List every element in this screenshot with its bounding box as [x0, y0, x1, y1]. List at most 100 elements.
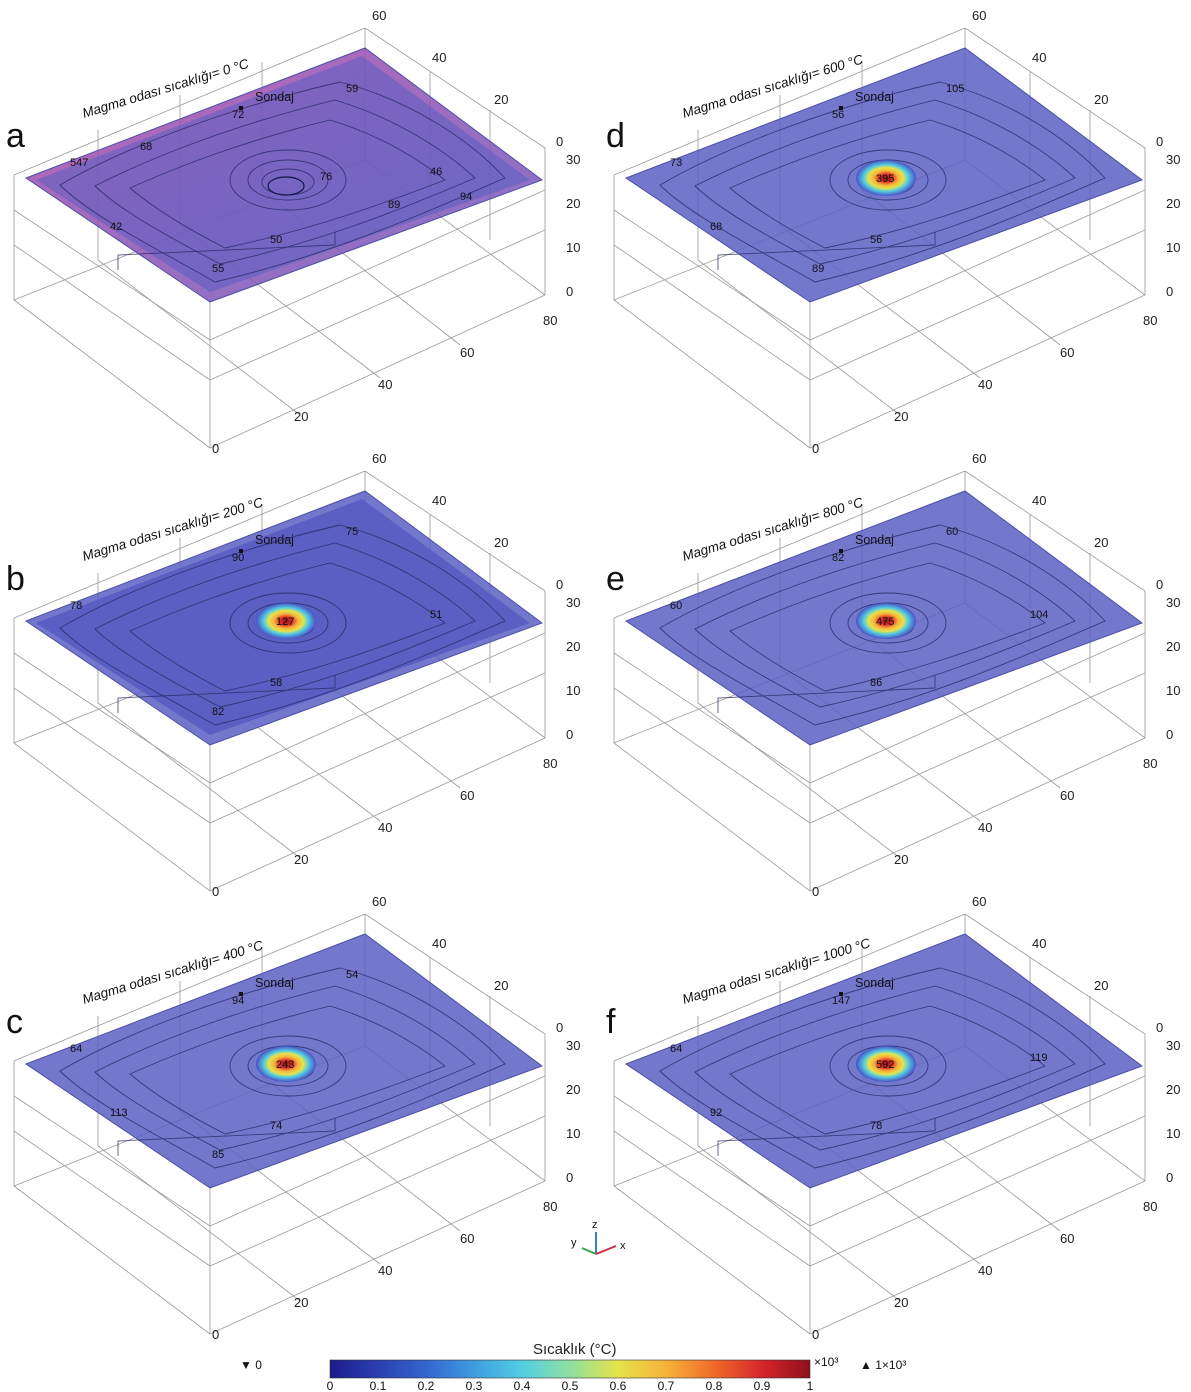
- contour-line: [659, 81, 1106, 283]
- axis-tick-right: 10: [1166, 1126, 1180, 1141]
- contour-value-label: 56: [870, 234, 882, 246]
- contour-line: [717, 1118, 936, 1156]
- contour-ring: [829, 149, 947, 211]
- axis-tick-top: 60: [972, 451, 986, 466]
- axis-tick-right: 10: [566, 683, 580, 698]
- contour-line: [59, 967, 506, 1169]
- wireframe-edge: [13, 27, 366, 176]
- panel-letter: c: [6, 1003, 23, 1041]
- wireframe-edge: [13, 244, 211, 381]
- contour-line: [117, 1118, 336, 1156]
- axis-tick-top: 20: [494, 978, 508, 993]
- wireframe-edge: [613, 687, 811, 824]
- axis-tick-bottom: 20: [294, 852, 308, 867]
- axis-tick-bottom: 20: [894, 409, 908, 424]
- axis-tick-bottom: 60: [1060, 345, 1074, 360]
- contour-value-label: 75: [346, 526, 358, 538]
- axis-tick-top: 40: [1032, 493, 1046, 508]
- contour-value-label: 55: [212, 263, 224, 275]
- probe-marker: [839, 992, 843, 996]
- contour-line: [117, 232, 336, 270]
- contour-value-label: 113: [110, 1107, 128, 1119]
- axis-tick-top: 20: [1094, 978, 1108, 993]
- contour-value-label: 86: [870, 677, 882, 689]
- wireframe-edge: [97, 702, 301, 859]
- wireframe-edge: [209, 632, 546, 784]
- wireframe-edge: [613, 27, 966, 176]
- axis-tick-right: 30: [566, 595, 580, 610]
- triad-y-label: y: [571, 1237, 577, 1249]
- panel-letter: e: [606, 560, 625, 598]
- axis-tick-right: 30: [1166, 152, 1180, 167]
- contour-line: [717, 675, 936, 713]
- panel-letter: b: [6, 560, 25, 598]
- contour-line: [694, 542, 1076, 708]
- contour-value-label: 127: [276, 616, 294, 628]
- wireframe-edge: [13, 209, 211, 341]
- contours: [59, 967, 506, 1169]
- axis-tick-right: 10: [566, 240, 580, 255]
- contours: [659, 524, 1106, 726]
- axis-tick-bottom: 40: [378, 377, 392, 392]
- wireframe-edge: [364, 470, 546, 592]
- axis-tick-bottom: 40: [378, 820, 392, 835]
- axis-tick-right: 10: [566, 1126, 580, 1141]
- wireframe-edge: [13, 470, 366, 619]
- wireframe-edge: [809, 737, 1146, 892]
- wireframe-edge: [209, 294, 546, 449]
- axis-tick-right: 20: [566, 196, 580, 211]
- contour-ring: [847, 602, 929, 644]
- wireframe-edge: [209, 1115, 546, 1267]
- axis-tick-bottom: 60: [460, 1231, 474, 1246]
- axis-tick-right: 20: [1166, 196, 1180, 211]
- axis-tick-bottom: 0: [812, 441, 819, 456]
- contour-value-label: 78: [70, 600, 82, 612]
- wireframe-edge: [809, 1115, 1146, 1267]
- wireframe-edge: [613, 209, 811, 341]
- contour-line: [117, 675, 336, 713]
- contour-line: [659, 967, 1106, 1169]
- contours: [59, 81, 506, 283]
- colorbar-max-marker: ▲ 1×10³: [860, 1358, 906, 1372]
- axis-tick-bottom: 40: [978, 377, 992, 392]
- contour-value-label: 85: [212, 1149, 224, 1161]
- wireframe-edge: [809, 294, 1146, 449]
- axis-tick-bottom: 0: [812, 884, 819, 899]
- colorbar-multiplier: ×10³: [814, 1355, 838, 1369]
- axis-tick-right: 30: [566, 1038, 580, 1053]
- contour-value-label: 56: [832, 109, 844, 121]
- contour-ring: [847, 1045, 929, 1087]
- axis-tick-bottom: 20: [894, 1295, 908, 1310]
- contour-value-label: 64: [670, 1043, 682, 1055]
- contour-line: [129, 119, 446, 249]
- contour-ring: [847, 159, 929, 201]
- wireframe-edge: [613, 1185, 811, 1335]
- axis-tick-bottom: 20: [894, 852, 908, 867]
- axis-tick-top: 40: [1032, 936, 1046, 951]
- axis-tick-top: 60: [972, 894, 986, 909]
- colorbar-tick: 0: [327, 1379, 334, 1392]
- contour-value-label: 592: [876, 1059, 894, 1071]
- contour-value-label: 89: [388, 199, 400, 211]
- axis-tick-top: 40: [1032, 50, 1046, 65]
- axis-tick-right: 20: [1166, 639, 1180, 654]
- panel-letter: f: [606, 1003, 616, 1041]
- axis-tick-right: 0: [1166, 284, 1173, 299]
- wireframe-edge: [697, 1145, 901, 1302]
- wireframe-edge: [13, 1130, 211, 1267]
- axis-tick-bottom: 40: [978, 1263, 992, 1278]
- wireframe-edge: [697, 259, 901, 416]
- contour-ring: [247, 159, 329, 201]
- axis-tick-top: 40: [432, 936, 446, 951]
- axis-triad: z y x: [571, 1219, 626, 1255]
- contour-line: [694, 99, 1076, 265]
- contour-value-label: 50: [270, 234, 282, 246]
- probe-label: Sondaj: [255, 90, 294, 104]
- contour-value-label: 46: [430, 166, 442, 178]
